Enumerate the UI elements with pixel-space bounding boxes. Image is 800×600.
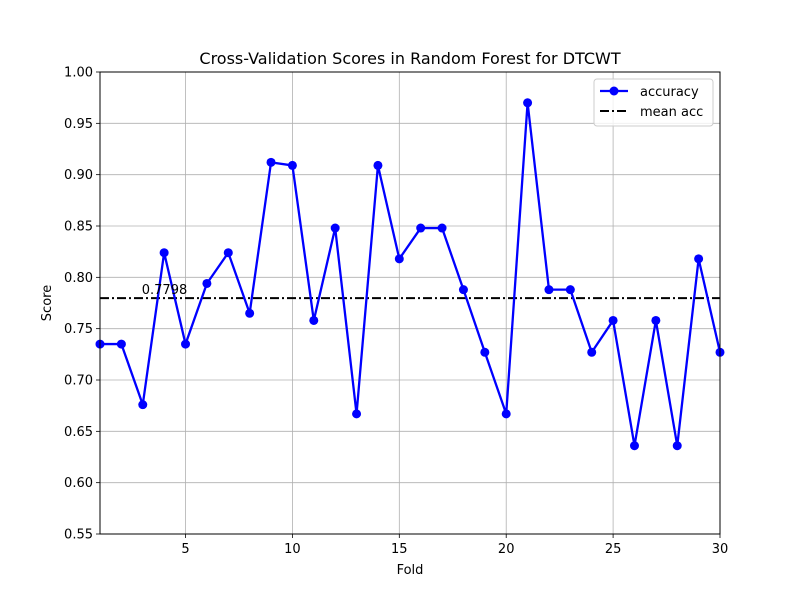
accuracy-point (651, 315, 661, 325)
plot-series: 0.7798 (95, 98, 725, 451)
accuracy-point (245, 308, 255, 318)
accuracy-point (138, 400, 148, 410)
x-tick-label: 20 (498, 542, 515, 557)
accuracy-point (159, 248, 169, 258)
accuracy-point (116, 339, 126, 349)
y-tick-label: 0.60 (64, 476, 93, 491)
accuracy-point (223, 248, 233, 258)
x-tick-label: 25 (605, 542, 622, 557)
accuracy-point (181, 339, 191, 349)
accuracy-point (608, 315, 618, 325)
y-tick-label: 0.90 (64, 168, 93, 183)
accuracy-point (458, 285, 468, 295)
accuracy-point (523, 98, 533, 108)
chart-title: Cross-Validation Scores in Random Forest… (199, 49, 620, 68)
legend-mean-label: mean acc (640, 105, 703, 120)
y-tick-label: 0.95 (64, 117, 93, 132)
x-tick-label: 15 (391, 542, 408, 557)
accuracy-point (694, 254, 704, 264)
axes: 0.55 0.60 0.65 0.70 0.75 0.80 0.85 0.90 0.95 1.00… (64, 66, 728, 558)
accuracy-point (394, 254, 404, 264)
legend-accuracy-marker (609, 86, 619, 96)
x-tick-label: 30 (712, 542, 729, 557)
y-axis-label: Score (40, 285, 55, 321)
accuracy-point (672, 441, 682, 451)
accuracy-point (565, 285, 575, 295)
accuracy-point (373, 160, 383, 170)
x-tick-label: 10 (284, 542, 301, 557)
accuracy-point (266, 157, 276, 167)
accuracy-point (309, 315, 319, 325)
plot-frame (99, 71, 721, 535)
y-tick-label: 0.85 (64, 220, 93, 235)
accuracy-line (100, 101, 722, 447)
accuracy-point (202, 278, 212, 288)
y-tick-label: 0.70 (64, 374, 93, 389)
accuracy-point (352, 409, 362, 419)
x-axis-label: Fold (397, 563, 424, 578)
x-tick-label: 5 (181, 542, 189, 557)
accuracy-point (437, 223, 447, 233)
y-tick-label: 0.65 (64, 425, 93, 440)
accuracy-point (287, 160, 297, 170)
grid (100, 71, 721, 535)
accuracy-point (480, 347, 490, 357)
accuracy-point (587, 347, 597, 357)
y-tick-label: 0.55 (64, 528, 93, 543)
legend-accuracy-label: accuracy (640, 85, 699, 100)
legend: accuracy mean acc (593, 78, 714, 127)
y-tick-label: 0.75 (64, 322, 93, 337)
accuracy-point (330, 223, 340, 233)
accuracy-point (416, 223, 426, 233)
accuracy-point (544, 285, 554, 295)
y-tick-label: 1.00 (64, 66, 93, 81)
mean-annotation: 0.7798 (142, 283, 188, 298)
y-tick-label: 0.80 (64, 271, 93, 286)
accuracy-point (501, 409, 511, 419)
accuracy-point (629, 441, 639, 451)
